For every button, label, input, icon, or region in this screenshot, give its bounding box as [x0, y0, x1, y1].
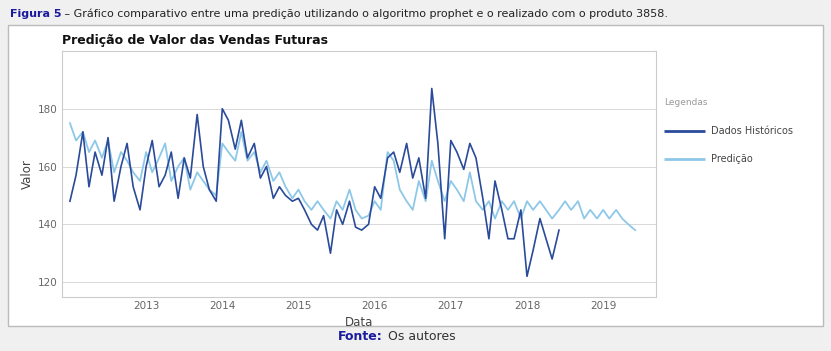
- Predição: [604, 217, 614, 221]
- Dados Históricos: [147, 138, 157, 143]
- Text: Legendas: Legendas: [664, 98, 707, 107]
- Dados Históricos: [312, 228, 322, 232]
- Predição: [630, 228, 640, 232]
- Y-axis label: Valor: Valor: [21, 159, 33, 189]
- Predição: [535, 199, 545, 203]
- Predição: [65, 121, 75, 125]
- Dados Históricos: [97, 173, 107, 177]
- Text: Fonte:: Fonte:: [337, 330, 382, 343]
- Text: Os autores: Os autores: [384, 330, 455, 343]
- Predição: [141, 150, 151, 154]
- Dados Históricos: [224, 118, 234, 122]
- Predição: [236, 130, 246, 134]
- Text: Predição: Predição: [711, 153, 753, 164]
- Predição: [547, 217, 557, 221]
- Text: Dados Históricos: Dados Históricos: [711, 126, 793, 136]
- Dados Históricos: [274, 185, 284, 189]
- Text: – Gráfico comparativo entre uma predição utilizando o algoritmo prophet e o real: – Gráfico comparativo entre uma predição…: [61, 9, 668, 19]
- Text: Predição de Valor das Vendas Futuras: Predição de Valor das Vendas Futuras: [62, 34, 328, 47]
- Dados Históricos: [65, 199, 75, 203]
- Dados Históricos: [522, 274, 532, 278]
- Line: Predição: Predição: [70, 123, 635, 230]
- Dados Históricos: [427, 86, 437, 91]
- Dados Históricos: [414, 156, 424, 160]
- Predição: [459, 199, 469, 203]
- Line: Dados Históricos: Dados Históricos: [70, 88, 559, 276]
- Dados Históricos: [554, 228, 564, 232]
- Text: Figura 5: Figura 5: [10, 9, 61, 19]
- X-axis label: Data: Data: [345, 316, 374, 329]
